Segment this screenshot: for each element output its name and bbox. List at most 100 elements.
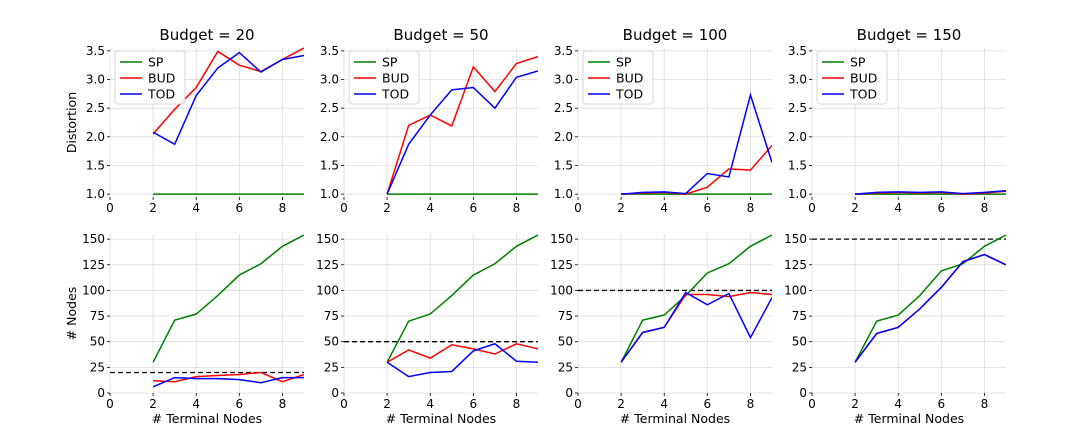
x-tick-label: 2 <box>617 201 625 215</box>
legend-label: TOD <box>615 87 643 102</box>
y-tick-label: 150 <box>550 232 573 246</box>
legend-label: SP <box>850 55 866 70</box>
y-axis-label: Distortion <box>64 92 79 153</box>
subplot-6: 0 2 4 6 8 0 25 50 75 100 125 150 # Terminal Nodes <box>316 232 538 426</box>
series-line-tod <box>386 70 538 195</box>
x-tick-label: 8 <box>981 201 989 215</box>
series-line-bud <box>386 342 538 363</box>
series-line-tod <box>386 342 538 378</box>
x-tick-label: 0 <box>106 201 114 215</box>
y-tick-label: 2.0 <box>554 130 573 144</box>
y-tick-label: 1.5 <box>554 158 573 172</box>
y-tick-label: 100 <box>550 283 573 297</box>
subplot-5: 0 2 4 6 8 0 25 50 75 100 125 150 # Terminal Nodes # N… <box>64 232 304 426</box>
x-tick-label: 0 <box>808 201 816 215</box>
x-tick-label: 2 <box>851 397 859 411</box>
x-tick-label: 4 <box>426 201 434 215</box>
subplot-title: Budget = 150 <box>857 26 962 44</box>
y-tick-label: 50 <box>558 335 573 349</box>
x-tick-label: 0 <box>574 201 582 215</box>
legend-box <box>348 50 420 105</box>
series-line-bud <box>386 55 538 195</box>
series-line-tod <box>621 92 772 195</box>
subplot-title: Budget = 100 <box>623 26 728 44</box>
y-tick-label: 2.5 <box>788 101 807 115</box>
series-line-tod <box>152 51 304 146</box>
y-tick-label: 50 <box>792 335 807 349</box>
y-tick-label: 150 <box>82 232 105 246</box>
subplot-title: Budget = 20 <box>159 26 254 44</box>
series-line-tod <box>855 189 1006 195</box>
y-tick-label: 3.0 <box>554 73 573 87</box>
y-tick-label: 100 <box>82 283 105 297</box>
series-line-sp <box>386 234 538 363</box>
y-tick-label: 1.5 <box>86 158 105 172</box>
y-tick-label: 3.0 <box>788 73 807 87</box>
legend-label: SP <box>382 55 398 70</box>
x-tick-label: 8 <box>279 397 287 411</box>
y-tick-label: 3.5 <box>554 44 573 58</box>
x-tick-label: 8 <box>747 201 755 215</box>
x-tick-label: 4 <box>192 397 200 411</box>
y-tick-label: 3.5 <box>320 44 339 58</box>
y-tick-label: 0 <box>565 386 573 400</box>
y-tick-label: 1.0 <box>554 187 573 201</box>
y-tick-label: 2.0 <box>86 130 105 144</box>
y-tick-label: 2.5 <box>320 101 339 115</box>
subplot-8: 0 2 4 6 8 0 25 50 75 100 125 150 # Terminal Nodes <box>784 232 1006 426</box>
y-tick-label: 3.5 <box>788 44 807 58</box>
y-tick-label: 25 <box>90 360 105 374</box>
x-tick-label: 6 <box>938 397 946 411</box>
series-line-tod <box>854 253 1006 363</box>
x-tick-label: 4 <box>192 201 200 215</box>
series-line-tod <box>620 291 772 363</box>
y-tick-label: 2.0 <box>320 130 339 144</box>
legend-label: SP <box>148 55 164 70</box>
y-tick-label: 3.0 <box>320 73 339 87</box>
subplot-7: 0 2 4 6 8 0 25 50 75 100 125 150 # Terminal Nodes <box>550 232 772 426</box>
x-tick-label: 8 <box>513 397 521 411</box>
x-tick-label: 0 <box>808 397 816 411</box>
y-tick-label: 1.0 <box>788 187 807 201</box>
legend-box <box>816 50 888 105</box>
y-tick-label: 75 <box>324 309 339 323</box>
subplot-1: 0 2 4 6 8 1.0 1.5 2.0 2.5 3.0 3.5 Budget = 20 Distor… <box>64 26 304 215</box>
series-line-sp <box>854 234 1006 363</box>
subplot-title: Budget = 50 <box>393 26 488 44</box>
x-tick-label: 0 <box>106 397 114 411</box>
y-tick-label: 1.0 <box>86 187 105 201</box>
subplot-4: 0 2 4 6 8 1.0 1.5 2.0 2.5 3.0 3.5 Budget = 150 SPBUD… <box>788 26 1006 215</box>
x-tick-label: 4 <box>660 201 668 215</box>
x-tick-label: 2 <box>383 397 391 411</box>
y-tick-label: 125 <box>82 258 105 272</box>
y-tick-label: 1.5 <box>320 158 339 172</box>
series-line-bud <box>621 144 772 195</box>
subplot-2: 0 2 4 6 8 1.0 1.5 2.0 2.5 3.0 3.5 Budget = 50 SPBUDT… <box>320 26 538 215</box>
subplot-3: 0 2 4 6 8 1.0 1.5 2.0 2.5 3.0 3.5 Budget = 100 SPBUD… <box>554 26 772 215</box>
x-tick-label: 4 <box>426 397 434 411</box>
series-line-sp <box>152 234 304 363</box>
x-axis-label: # Terminal Nodes <box>620 411 730 426</box>
x-tick-label: 6 <box>704 397 712 411</box>
y-tick-label: 0 <box>799 386 807 400</box>
y-tick-label: 25 <box>792 360 807 374</box>
y-tick-label: 150 <box>784 232 807 246</box>
x-tick-label: 2 <box>851 201 859 215</box>
y-tick-label: 50 <box>90 335 105 349</box>
y-tick-label: 2.5 <box>86 101 105 115</box>
y-tick-label: 3.0 <box>86 73 105 87</box>
legend-label: BUD <box>382 71 409 86</box>
series-line-bud <box>153 371 304 383</box>
x-tick-label: 6 <box>704 201 712 215</box>
x-tick-label: 0 <box>340 201 348 215</box>
x-tick-label: 6 <box>470 397 478 411</box>
y-tick-label: 125 <box>784 258 807 272</box>
x-tick-label: 4 <box>894 201 902 215</box>
legend-box <box>114 50 186 105</box>
legend-label: TOD <box>381 87 409 102</box>
y-tick-label: 1.5 <box>788 158 807 172</box>
x-tick-label: 6 <box>236 201 244 215</box>
y-tick-label: 125 <box>550 258 573 272</box>
y-tick-label: 25 <box>324 360 339 374</box>
